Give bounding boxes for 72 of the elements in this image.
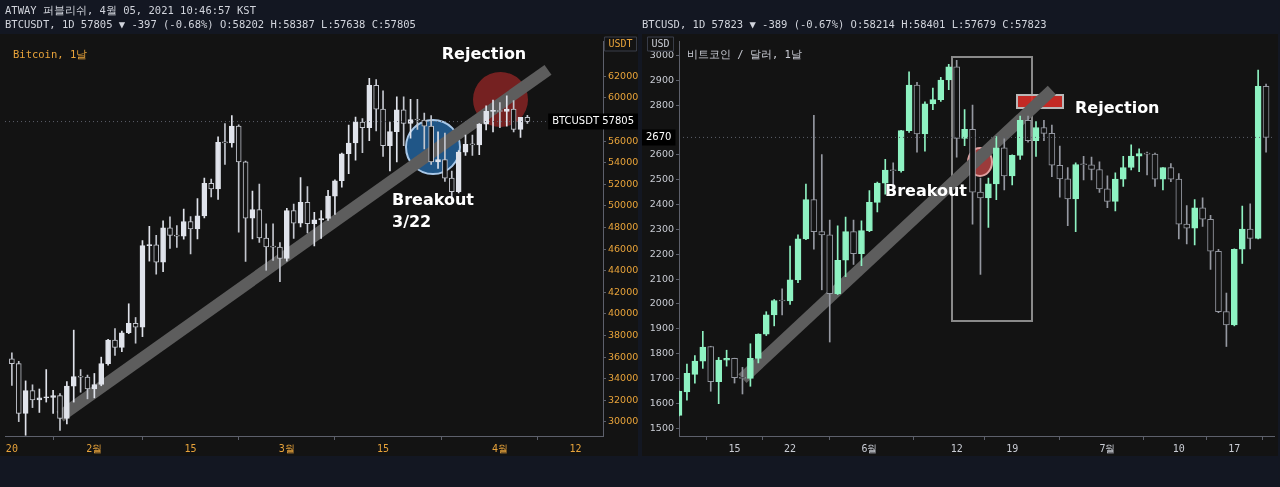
y-tick-label: 48000 — [608, 220, 639, 232]
x-tick-label: 10 — [1172, 442, 1185, 454]
y-tick-label: 62000 — [608, 69, 639, 81]
y-tick-label: 2400 — [649, 198, 674, 210]
chart-subtitle: BTCUSDT, 1D 57805 ▼ -397 (-0.68%) O:58202 H:58387 L:57638 C:57805 — [5, 18, 416, 30]
y-tick-label: 32000 — [608, 393, 639, 405]
x-tick-label: 2월 — [86, 442, 103, 454]
annotation: Breakout — [885, 181, 968, 201]
y-axis-title: USD — [651, 37, 670, 49]
x-tick-label: 15 — [728, 442, 741, 454]
y-tick-label: 1700 — [649, 372, 674, 384]
y-tick-label: 1800 — [649, 347, 674, 359]
y-tick-label: 38000 — [608, 329, 639, 340]
candlestick — [778, 288, 786, 316]
y-tick-label: 2600 — [649, 148, 674, 160]
annotation: Rejection — [1075, 98, 1160, 118]
candlestick — [1143, 151, 1151, 176]
y-axis-title: USDT — [608, 37, 633, 49]
y-tick-label: 2500 — [649, 173, 674, 185]
candlestick — [174, 225, 180, 248]
x-tick-label: 20 — [5, 442, 18, 454]
x-tick-label: 15 — [377, 442, 390, 454]
y-tick-label: 52000 — [608, 177, 639, 189]
y-tick-label: 50000 — [608, 199, 639, 211]
candlestick — [70, 329, 77, 403]
candlestick — [167, 216, 173, 249]
y-tick-label: 2900 — [649, 73, 674, 85]
x-tick-label: 3월 — [278, 442, 295, 454]
y-tick-label: 2300 — [649, 222, 674, 234]
y-tick-label: 2200 — [649, 247, 674, 259]
x-tick-label: 15 — [184, 442, 197, 454]
candlestick — [929, 87, 937, 110]
x-tick-label: 6월 — [861, 442, 878, 454]
x-tick-label: 17 — [1228, 442, 1241, 454]
x-tick-label: 19 — [1006, 442, 1019, 454]
candlestick — [818, 154, 826, 291]
chart-subtitle: BTCUSD, 1D 57823 ▼ -389 (-0.67%) O:58214 H:58401 L:57679 C:57823 — [642, 18, 1047, 30]
y-tick-label: 30000 — [608, 415, 639, 427]
annotation: Rejection — [441, 44, 527, 64]
annotation: Breakout 3/22 — [392, 190, 475, 232]
annotation: 비트코인 / 달러, 1날 — [687, 48, 802, 61]
ref-line-label: BTCUSDT 57805 — [552, 115, 635, 127]
y-tick-label: 60000 — [608, 91, 639, 103]
candlestick — [435, 131, 441, 169]
x-tick-label: 4월 — [491, 442, 508, 454]
candlestick — [43, 369, 50, 403]
chart-title: ATWAY 퍼블리쉬, 4월 05, 2021 10:46:57 KST — [5, 4, 256, 18]
y-tick-label: 40000 — [608, 307, 639, 319]
y-tick-label: 2800 — [649, 98, 674, 110]
x-tick-label: 7월 — [1099, 442, 1116, 454]
y-tick-label: 54000 — [608, 156, 639, 168]
y-tick-label: 46000 — [608, 242, 639, 254]
y-tick-label: 1600 — [649, 396, 674, 408]
x-tick-label: 12 — [569, 442, 582, 454]
candlestick — [503, 95, 510, 127]
y-tick-label: 2100 — [649, 272, 674, 284]
candlestick — [50, 389, 56, 414]
y-tick-label: 56000 — [608, 134, 639, 146]
x-tick-label: 22 — [784, 442, 797, 454]
y-tick-label: 2000 — [649, 297, 674, 309]
candlestick — [1246, 203, 1254, 250]
x-tick-label: 12 — [950, 442, 963, 454]
y-tick-label: 34000 — [608, 372, 639, 384]
y-tick-label: 44000 — [608, 264, 639, 276]
annotation: Bitcoin, 1날 — [13, 48, 88, 61]
y-tick-label: 3000 — [649, 48, 674, 60]
y-tick-label: 1900 — [649, 322, 674, 334]
candlestick — [9, 352, 15, 386]
ref-line-label: 2670 — [646, 131, 672, 143]
y-tick-label: 36000 — [608, 350, 639, 362]
y-tick-label: 1500 — [649, 421, 674, 433]
y-tick-label: 42000 — [608, 285, 639, 297]
